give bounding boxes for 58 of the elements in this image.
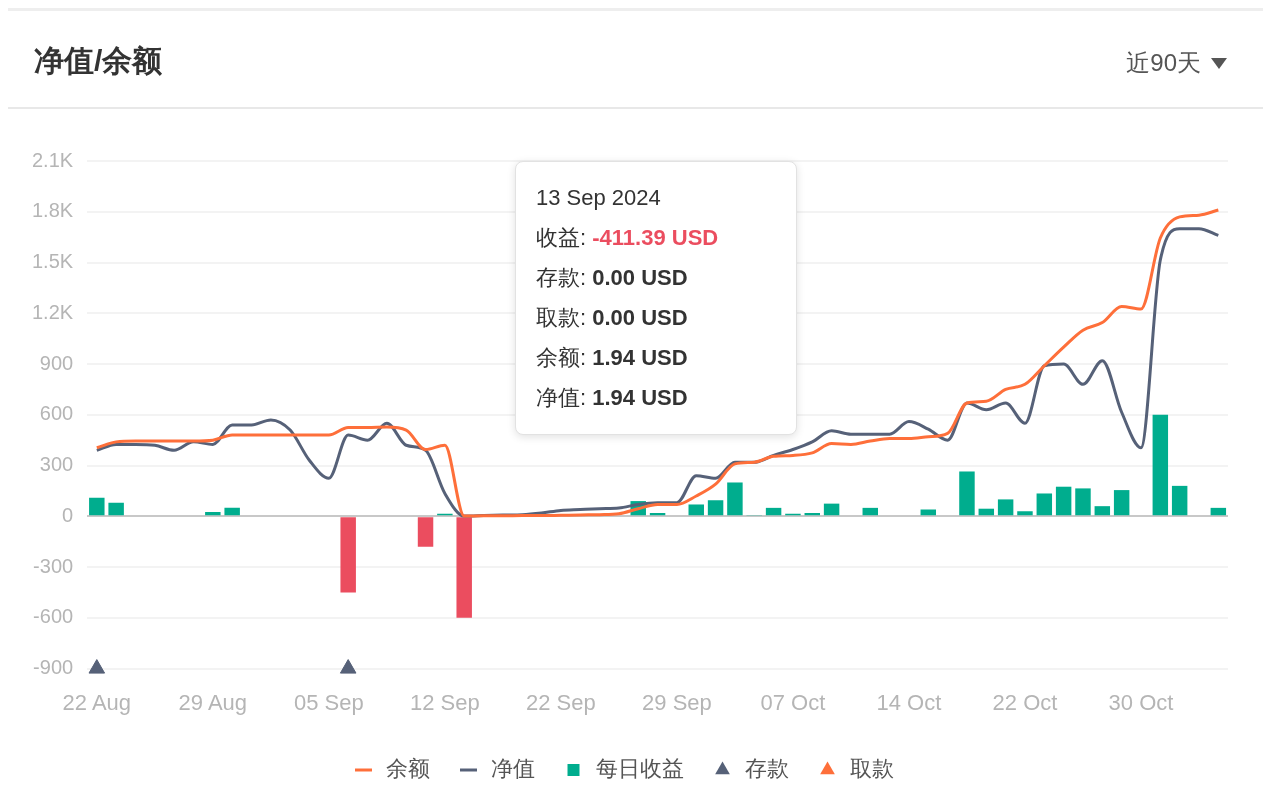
annotation: 存款: 0.00 USD — [536, 265, 688, 290]
bar — [959, 471, 975, 516]
x-tick-label: 22 Aug — [62, 689, 132, 715]
bar — [108, 502, 124, 516]
bar — [456, 517, 472, 618]
y-tick-label: -600 — [33, 605, 74, 628]
bar — [727, 482, 743, 516]
y-tick-label: -300 — [33, 554, 74, 577]
legend-label: 取款 — [849, 756, 894, 782]
bar — [1055, 486, 1072, 516]
legend-label: 余额 — [385, 756, 430, 782]
bar — [1171, 485, 1188, 516]
bar — [997, 499, 1014, 516]
x-tick-label: 14 Oct — [876, 689, 942, 715]
y-tick-label: 1.2K — [31, 300, 74, 323]
y-tick-label: 300 — [39, 453, 74, 476]
bar — [1036, 493, 1053, 516]
bar — [823, 503, 840, 516]
bar — [1017, 511, 1033, 516]
x-tick-label: 22 Oct — [992, 689, 1058, 715]
annotation: 13 Sep 2024 — [536, 185, 661, 210]
y-tick-label: 0 — [62, 503, 74, 526]
bar — [224, 507, 240, 516]
bar — [205, 512, 221, 516]
bar — [688, 504, 704, 516]
annotation: 取款: 0.00 USD — [536, 305, 688, 330]
chart-title: 净值/余额 — [34, 43, 163, 79]
y-tick-label: 2.1K — [31, 148, 74, 171]
bar — [765, 507, 782, 516]
x-tick-label: 30 Oct — [1108, 689, 1174, 715]
x-tick-label: 07 Oct — [760, 689, 826, 715]
legend-label: 每日收益 — [595, 756, 684, 782]
y-tick-label: 600 — [39, 402, 74, 425]
bar — [1094, 506, 1111, 516]
annotation: 余额: 1.94 USD — [536, 345, 688, 370]
y-tick-label: 1.5K — [31, 250, 74, 273]
legend-label: 净值 — [490, 756, 535, 782]
bar — [1210, 507, 1227, 516]
x-tick-label: 29 Sep — [642, 689, 712, 715]
annotation: 净值: 1.94 USD — [536, 385, 688, 410]
y-tick-label: 1.8K — [31, 199, 74, 222]
x-tick-label: 05 Sep — [293, 689, 364, 715]
bar — [89, 497, 105, 516]
x-tick-label: 12 Sep — [410, 689, 480, 715]
bar — [707, 500, 724, 516]
y-tick-label: -900 — [33, 656, 74, 679]
bar — [1152, 414, 1169, 516]
bar — [1113, 490, 1130, 516]
legend-label: 存款 — [744, 756, 789, 782]
x-tick-label: 29 Aug — [178, 689, 248, 715]
x-tick-label: 22 Sep — [526, 689, 596, 715]
bar — [417, 517, 434, 547]
bar — [1075, 488, 1091, 516]
bar — [340, 517, 356, 593]
annotation: 收益: -411.39 USD — [536, 225, 719, 250]
bar — [862, 507, 879, 516]
chart-subtitle: 近90天 — [1126, 48, 1201, 78]
y-tick-label: 900 — [39, 351, 74, 374]
